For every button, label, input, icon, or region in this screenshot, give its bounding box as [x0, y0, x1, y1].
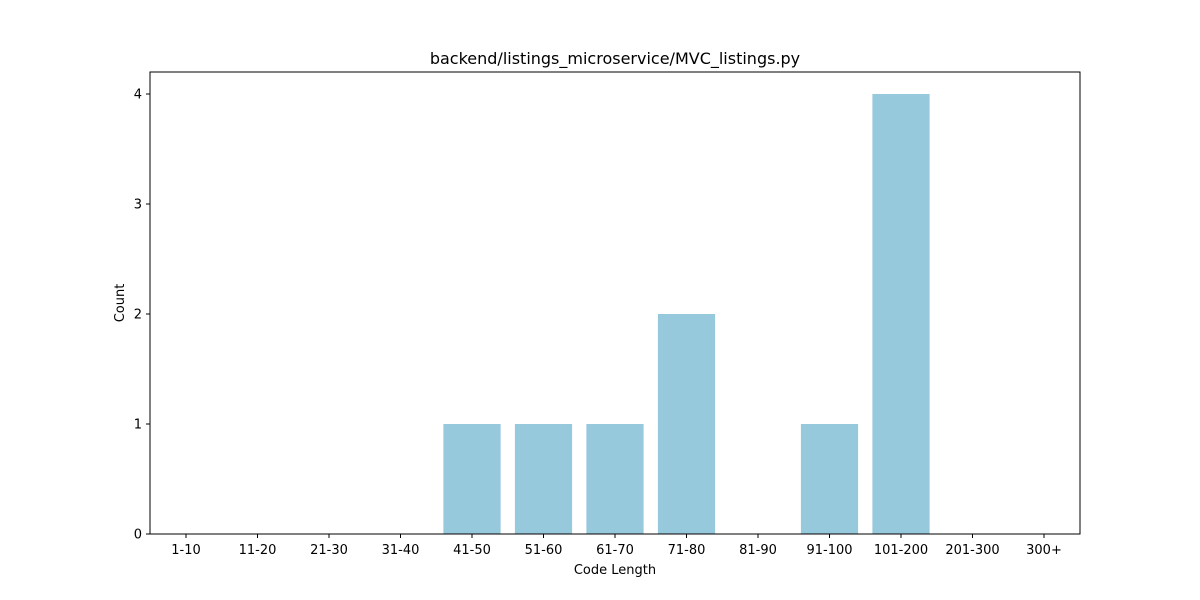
bar-91-100: [800, 424, 859, 534]
bar-61-70: [586, 424, 644, 534]
y-tick-label: 0: [134, 528, 142, 543]
y-axis-label: Count: [113, 284, 128, 323]
x-tick-label: 11-20: [239, 543, 277, 558]
x-tick-label: 21-30: [310, 543, 348, 558]
x-tick-label: 81-90: [739, 543, 777, 558]
x-tick-label: 1-10: [171, 543, 201, 558]
x-tick-label: 101-200: [874, 543, 928, 558]
x-tick-label: 91-100: [806, 543, 852, 558]
y-tick-label: 3: [134, 198, 142, 213]
x-tick-label: 201-300: [945, 543, 999, 558]
bars-group: [443, 94, 930, 534]
x-tick-label: 41-50: [453, 543, 491, 558]
x-tick-label: 31-40: [382, 543, 420, 558]
x-axis-label: Code Length: [574, 563, 656, 578]
bar-71-80: [657, 314, 716, 534]
bar-51-60: [514, 424, 573, 534]
x-axis: 1-10 11-20 21-30 31-40 41-50 51-60 61-70 71-80 8…: [171, 534, 1062, 558]
y-tick-label: 1: [134, 418, 142, 433]
y-tick-label: 4: [134, 88, 142, 103]
plot-frame: [149, 71, 1081, 535]
x-tick-label: 300+: [1026, 543, 1062, 558]
x-tick-label: 61-70: [596, 543, 634, 558]
bar-41-50: [443, 424, 501, 534]
x-tick-label: 51-60: [525, 543, 563, 558]
chart-title: backend/listings_microservice/MVC_listin…: [430, 49, 800, 69]
x-tick-label: 71-80: [668, 543, 706, 558]
y-axis: 0 1 2 3 4: [134, 88, 150, 543]
bar-101-200: [872, 94, 930, 534]
y-tick-label: 2: [134, 308, 142, 323]
